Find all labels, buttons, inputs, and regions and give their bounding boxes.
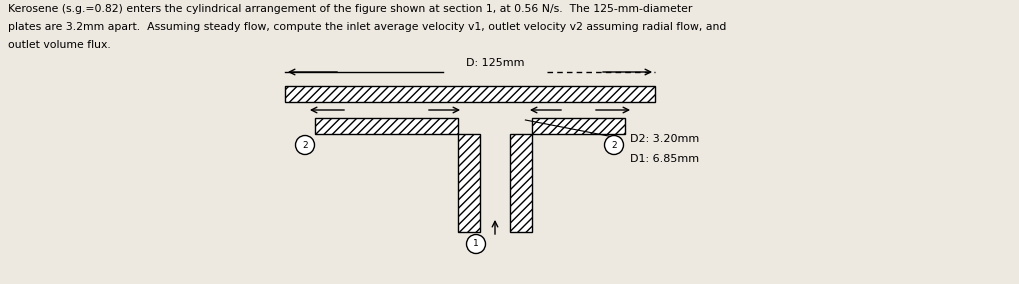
Text: outlet volume flux.: outlet volume flux. (8, 40, 111, 50)
Text: D1: 6.85mm: D1: 6.85mm (630, 154, 698, 164)
Bar (458, 134, 480, 232)
Text: Kerosene (s.g.=0.82) enters the cylindrical arrangement of the figure shown at s: Kerosene (s.g.=0.82) enters the cylindri… (8, 4, 692, 14)
Bar (510, 134, 532, 232)
Text: 1: 1 (473, 239, 478, 248)
Text: D: 125mm: D: 125mm (466, 58, 524, 68)
Text: plates are 3.2mm apart.  Assuming steady flow, compute the inlet average velocit: plates are 3.2mm apart. Assuming steady … (8, 22, 726, 32)
Circle shape (296, 135, 314, 154)
Bar (284, 86, 654, 102)
Circle shape (466, 235, 485, 254)
Circle shape (604, 135, 623, 154)
Text: 2: 2 (302, 141, 308, 149)
Bar (315, 118, 458, 134)
Bar (532, 118, 625, 134)
Text: 2: 2 (610, 141, 616, 149)
Text: D2: 3.20mm: D2: 3.20mm (630, 134, 699, 144)
